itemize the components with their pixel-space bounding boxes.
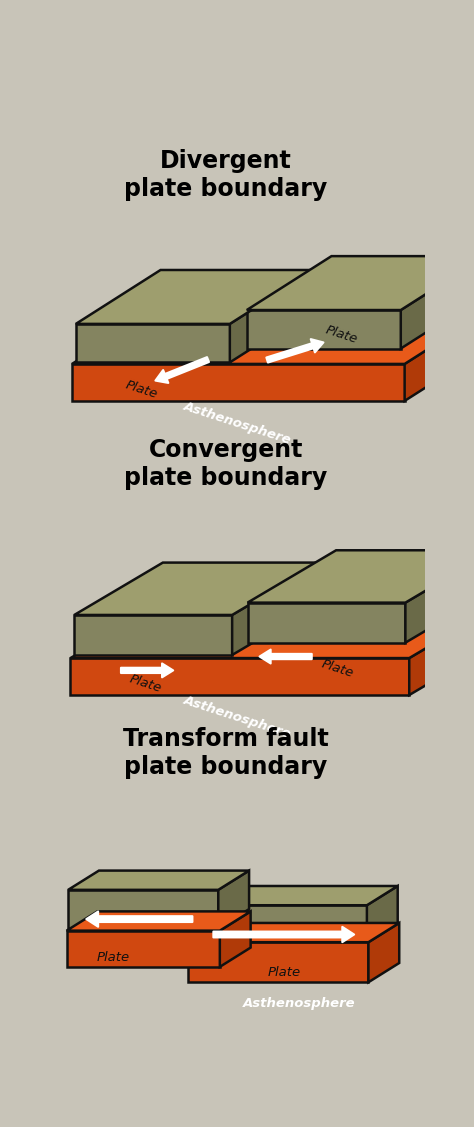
Polygon shape — [401, 256, 474, 348]
Polygon shape — [190, 886, 398, 905]
Polygon shape — [76, 323, 230, 363]
Polygon shape — [219, 870, 249, 929]
Polygon shape — [188, 923, 399, 942]
Text: Asthenosphere: Asthenosphere — [182, 400, 293, 446]
Polygon shape — [368, 923, 399, 983]
Polygon shape — [72, 310, 474, 364]
Text: Plate: Plate — [320, 657, 356, 681]
Text: Asthenosphere: Asthenosphere — [182, 694, 293, 740]
Polygon shape — [232, 562, 321, 655]
Polygon shape — [71, 605, 474, 658]
Polygon shape — [190, 905, 367, 943]
Polygon shape — [72, 364, 405, 401]
Text: Plate: Plate — [96, 951, 129, 964]
Polygon shape — [71, 658, 409, 695]
Polygon shape — [230, 270, 315, 363]
Polygon shape — [247, 550, 474, 603]
Polygon shape — [405, 550, 474, 642]
Polygon shape — [247, 310, 401, 348]
Text: Divergent
plate boundary: Divergent plate boundary — [124, 150, 328, 202]
Polygon shape — [66, 931, 220, 967]
Text: Plate: Plate — [267, 967, 301, 979]
Polygon shape — [74, 615, 232, 655]
Text: Plate: Plate — [124, 378, 159, 400]
Polygon shape — [409, 605, 474, 695]
Polygon shape — [188, 942, 368, 983]
Polygon shape — [367, 886, 398, 943]
Polygon shape — [247, 256, 474, 310]
Polygon shape — [68, 870, 249, 890]
Text: Convergent
plate boundary: Convergent plate boundary — [124, 438, 328, 490]
Polygon shape — [247, 603, 405, 642]
Text: Asthenosphere: Asthenosphere — [243, 997, 356, 1010]
Polygon shape — [74, 562, 321, 615]
Text: Plate: Plate — [324, 323, 359, 346]
Polygon shape — [405, 310, 474, 401]
Polygon shape — [68, 890, 219, 929]
Polygon shape — [76, 270, 315, 323]
Polygon shape — [66, 912, 251, 931]
Polygon shape — [220, 912, 251, 967]
Text: Transform fault
plate boundary: Transform fault plate boundary — [123, 727, 329, 779]
Text: Plate: Plate — [128, 673, 163, 695]
